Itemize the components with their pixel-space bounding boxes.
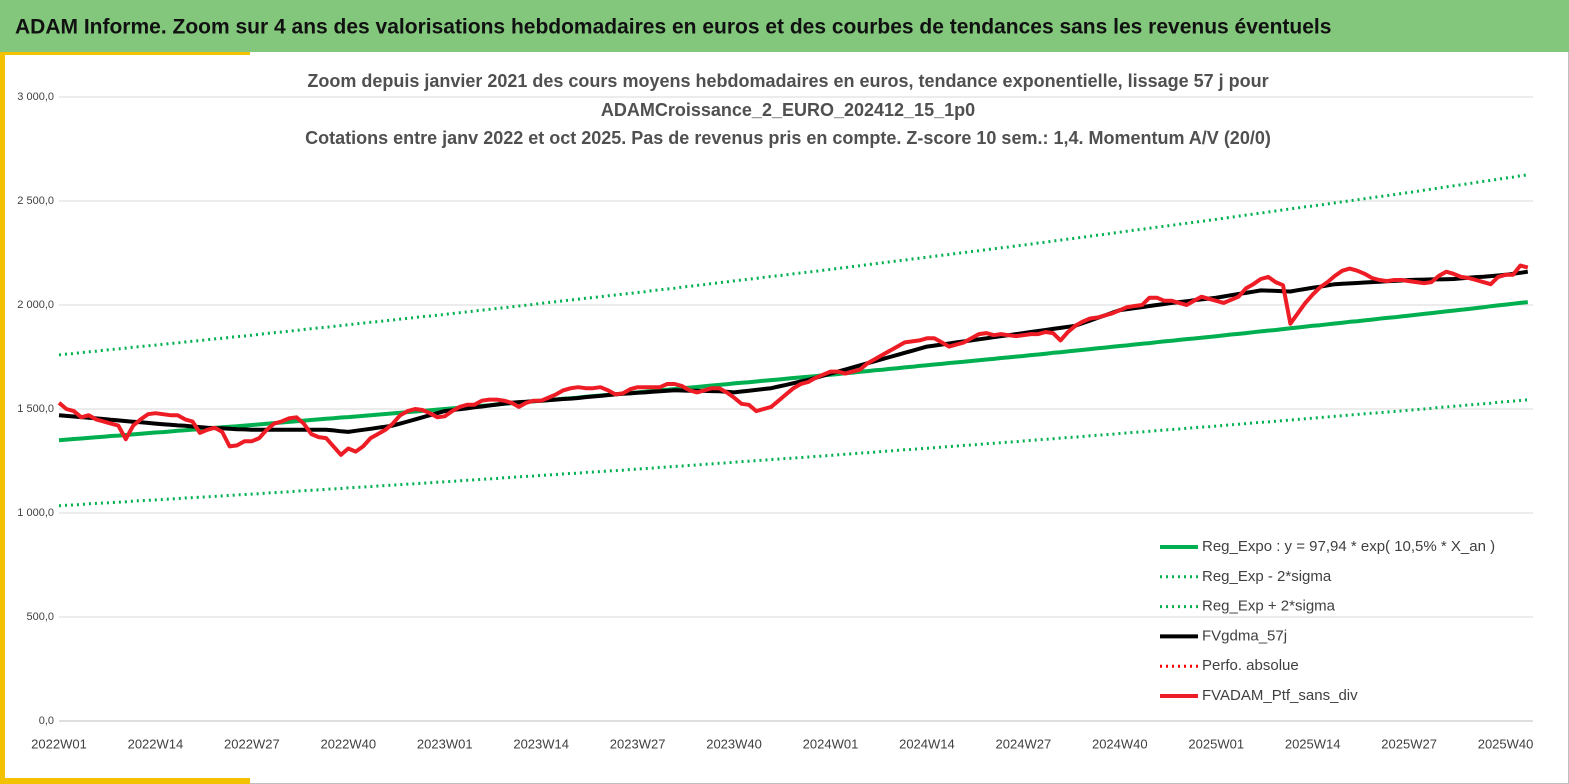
y-tick-label: 1 500,0 — [17, 403, 54, 415]
chart-title: ADAMCroissance_2_EURO_202412_15_1p0 — [601, 100, 975, 120]
legend-label: FVgdma_57j — [1202, 627, 1287, 644]
x-tick-label: 2024W40 — [1092, 736, 1148, 751]
series-line — [57, 263, 1529, 457]
x-tick-label: 2023W27 — [610, 736, 666, 751]
x-tick-label: 2022W14 — [128, 736, 184, 751]
chart-title: Cotations entre janv 2022 et oct 2025. P… — [305, 128, 1271, 148]
y-tick-label: 0,0 — [39, 715, 54, 727]
x-tick-label: 2025W27 — [1381, 736, 1437, 751]
legend-label: Reg_Expo : y = 97,94 * exp( 10,5% * X_an… — [1202, 538, 1495, 555]
y-tick-label: 2 500,0 — [17, 195, 54, 207]
series-line — [58, 173, 1529, 357]
legend-label: Reg_Exp + 2*sigma — [1202, 598, 1336, 615]
x-tick-label: 2022W40 — [320, 736, 376, 751]
x-tick-label: 2023W01 — [417, 736, 473, 751]
x-tick-label: 2025W01 — [1188, 736, 1244, 751]
header-bar — [0, 0, 1569, 52]
legend-label: FVADAM_Ptf_sans_div — [1202, 687, 1358, 704]
series-line — [58, 300, 1529, 443]
x-tick-label: 2023W40 — [706, 736, 762, 751]
y-tick-label: 1 000,0 — [17, 507, 54, 519]
x-tick-label: 2022W01 — [31, 736, 87, 751]
x-tick-label: 2023W14 — [513, 736, 569, 751]
x-tick-label: 2025W40 — [1478, 736, 1534, 751]
x-tick-label: 2024W14 — [899, 736, 955, 751]
legend-label: Reg_Exp - 2*sigma — [1202, 568, 1332, 585]
chart-title: Zoom depuis janvier 2021 des cours moyen… — [307, 71, 1268, 91]
accent — [0, 52, 250, 55]
x-tick-label: 2024W01 — [803, 736, 859, 751]
y-tick-label: 2 000,0 — [17, 299, 54, 311]
accent — [0, 52, 5, 784]
x-tick-label: 2022W27 — [224, 736, 280, 751]
y-tick-label: 3 000,0 — [17, 91, 54, 103]
x-tick-label: 2025W14 — [1285, 736, 1341, 751]
accent — [0, 778, 250, 784]
y-tick-label: 500,0 — [26, 611, 54, 623]
header-title: ADAM Informe. Zoom sur 4 ans des valoris… — [15, 16, 1331, 39]
x-tick-label: 2024W27 — [996, 736, 1052, 751]
legend-label: Perfo. absolue — [1202, 657, 1299, 674]
